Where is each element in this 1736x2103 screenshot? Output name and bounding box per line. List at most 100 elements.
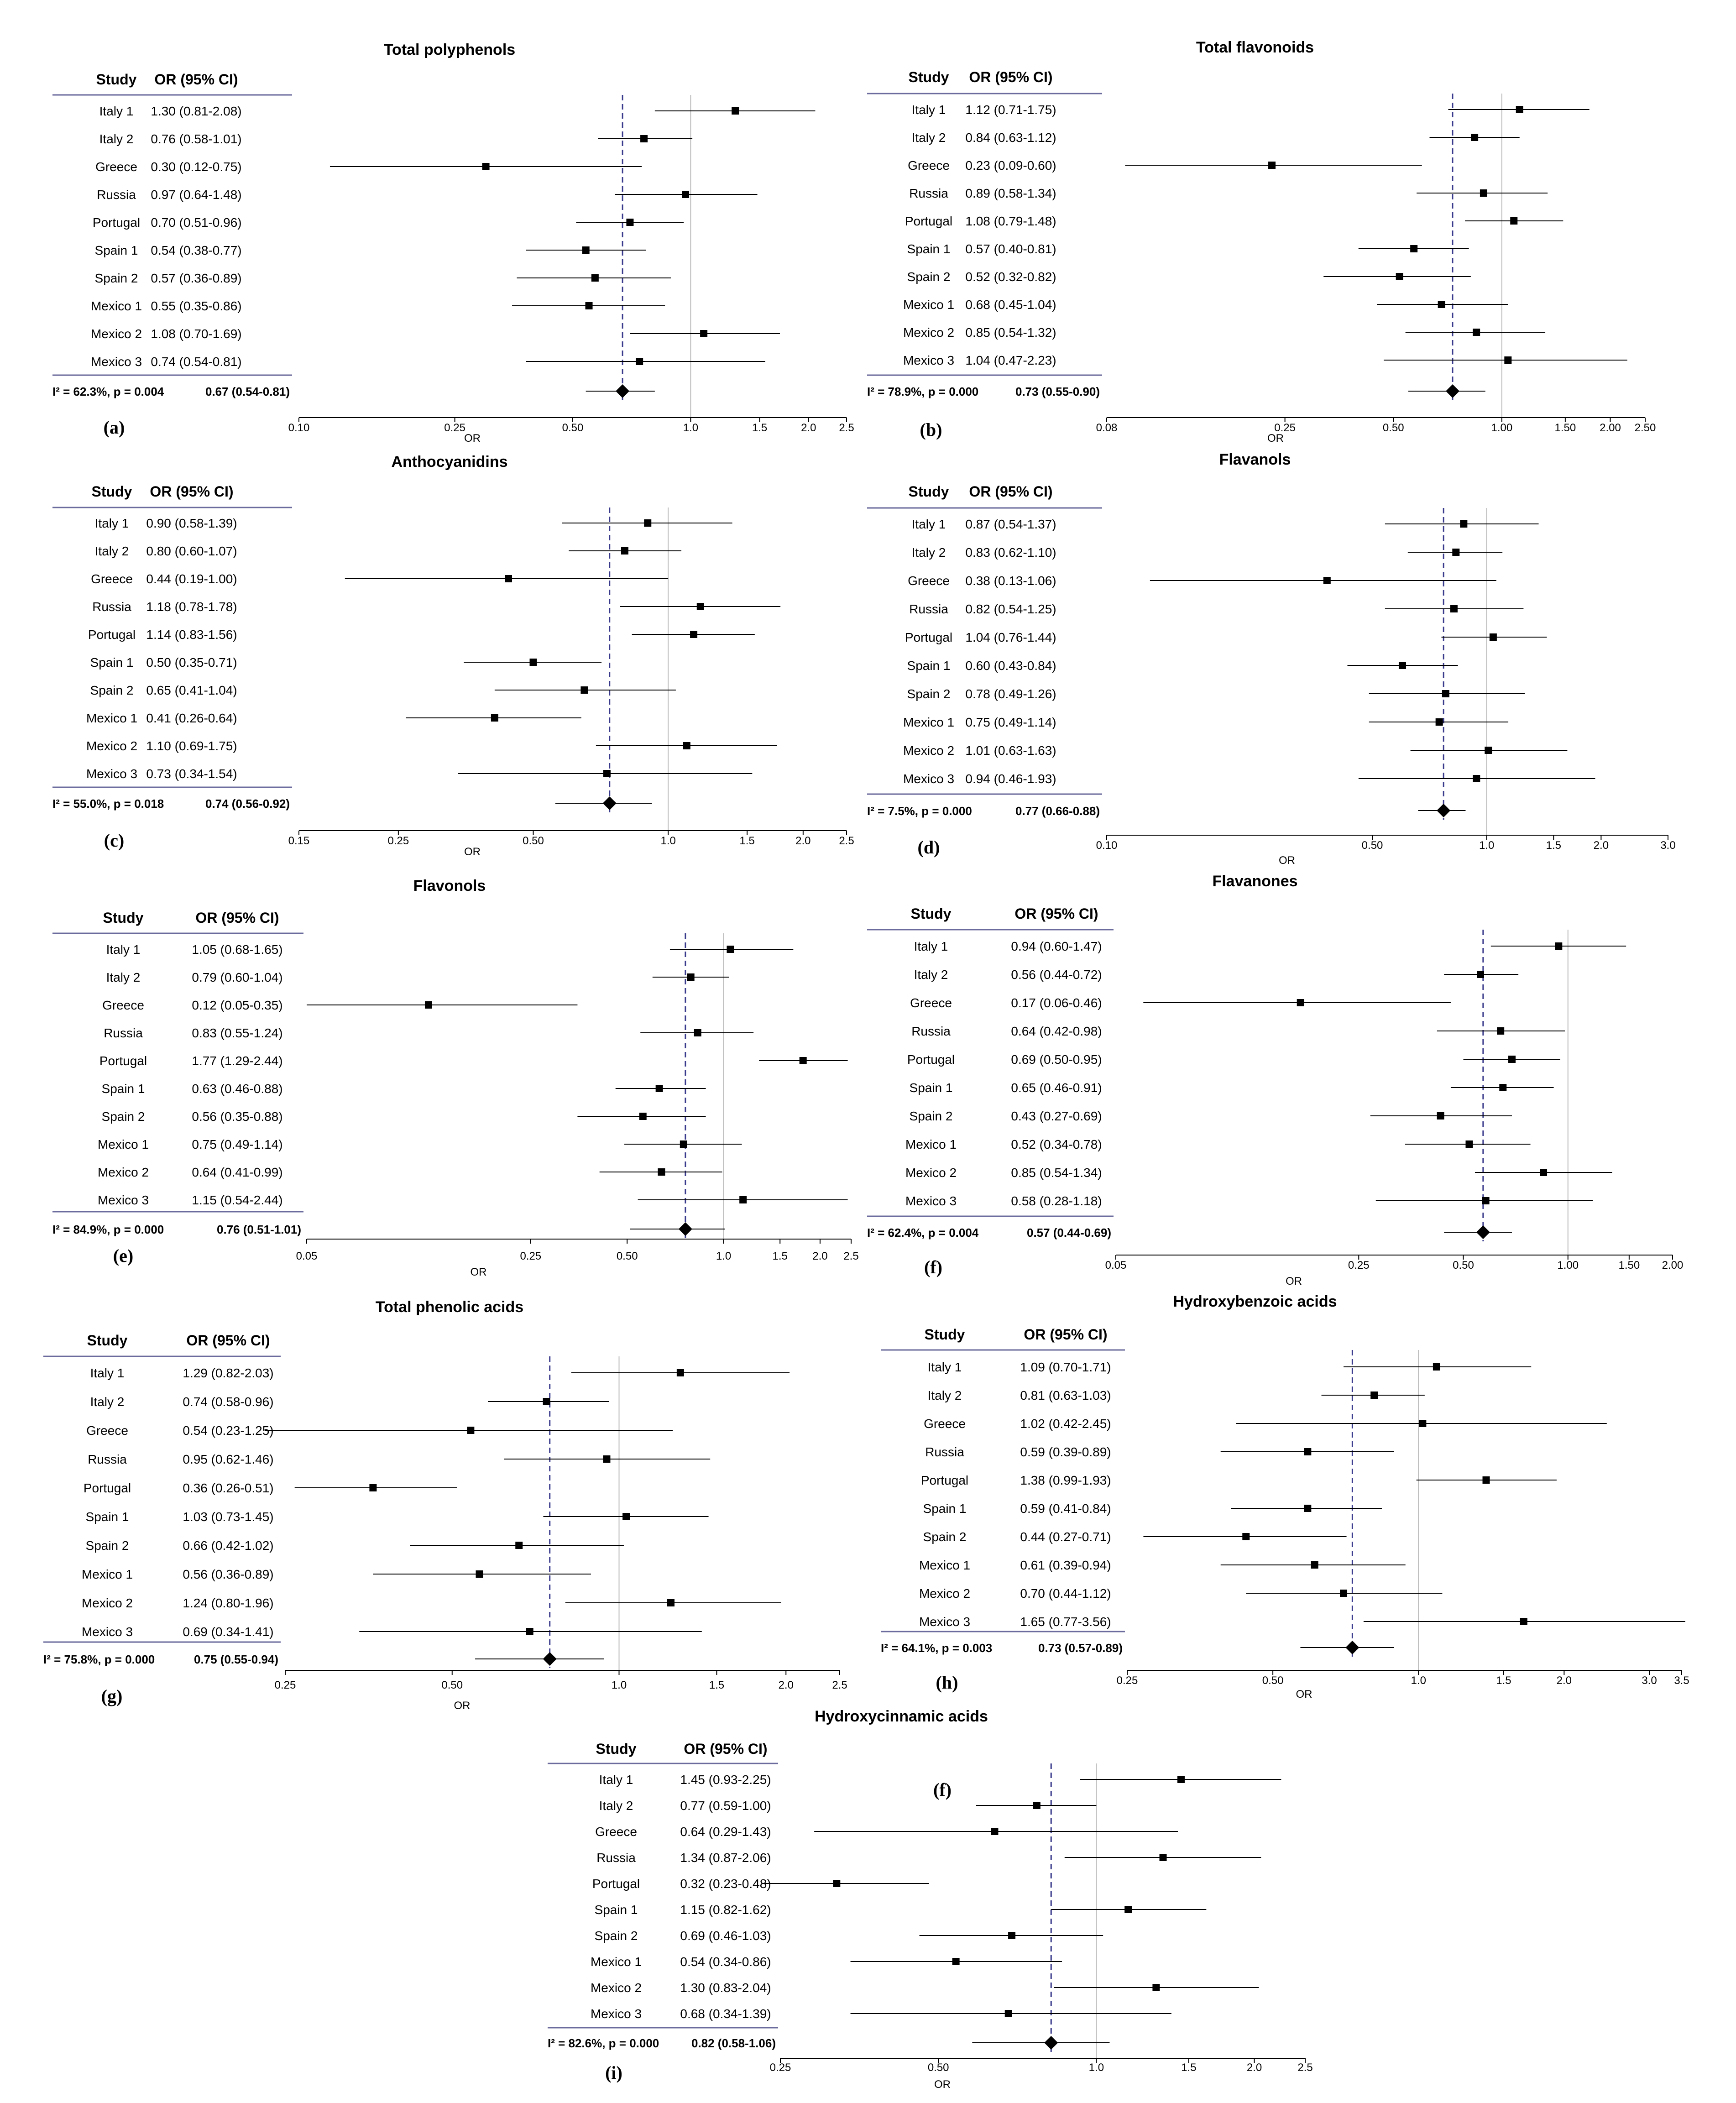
forest-panel-9: Hydroxycinnamic acids Study OR (95% CI) Ita… <box>548 1708 1313 2091</box>
or-ci-value: 0.57 (0.36-0.89) <box>151 271 241 285</box>
point-estimate <box>696 603 704 610</box>
study-name: Mexico 3 <box>591 2007 642 2021</box>
point-estimate <box>639 1113 647 1120</box>
study-name: Russia <box>88 1452 127 1466</box>
x-tick-label: 0.25 <box>1348 1259 1370 1271</box>
or-ci-value: 0.79 (0.60-1.04) <box>192 970 282 984</box>
panel-title: Total phenolic acids <box>376 1298 523 1316</box>
or-ci-value: 1.02 (0.42-2.45) <box>1020 1417 1111 1431</box>
study-name: Greece <box>595 1825 637 1839</box>
point-estimate <box>1438 301 1445 308</box>
study-name: Spain 1 <box>86 1510 129 1524</box>
or-ci-value: 0.68 (0.34-1.39) <box>680 2007 771 2021</box>
x-axis-label: OR <box>1296 1688 1312 1700</box>
or-ci-value: 0.78 (0.49-1.26) <box>965 687 1056 701</box>
point-estimate <box>526 1628 533 1635</box>
point-estimate <box>424 1001 432 1009</box>
or-ci-value: 0.55 (0.35-0.86) <box>151 299 241 313</box>
study-name: Portugal <box>907 1052 955 1067</box>
study-name: Portugal <box>88 628 136 642</box>
point-estimate <box>1508 1056 1516 1063</box>
or-ci-value: 0.64 (0.42-0.98) <box>1011 1024 1102 1038</box>
or-ci-value: 0.50 (0.35-0.71) <box>146 655 237 670</box>
or-ci-value: 1.30 (0.81-2.08) <box>151 104 241 118</box>
header-study: Study <box>96 71 137 88</box>
or-ci-value: 0.83 (0.55-1.24) <box>192 1026 282 1040</box>
or-ci-value: 0.59 (0.41-0.84) <box>1020 1501 1111 1516</box>
header-or-ci: OR (95% CI) <box>1024 1326 1107 1343</box>
study-name: Italy 2 <box>599 1799 633 1813</box>
x-tick-label: 0.50 <box>1453 1259 1474 1271</box>
x-tick-label: 0.05 <box>1105 1259 1127 1271</box>
point-estimate <box>1304 1505 1312 1512</box>
heterogeneity-stat: I² = 64.1%, p = 0.003 <box>881 1641 992 1655</box>
x-tick-label: 2.5 <box>832 1679 847 1691</box>
study-name: Greece <box>908 158 950 173</box>
header-study: Study <box>103 910 144 926</box>
study-name: Mexico 3 <box>903 353 954 367</box>
header-study: Study <box>87 1332 128 1349</box>
or-ci-value: 0.84 (0.63-1.12) <box>965 131 1056 145</box>
heterogeneity-stat: I² = 78.9%, p = 0.000 <box>867 385 978 398</box>
x-tick-label: 2.00 <box>1600 422 1621 434</box>
pooled-or-ci: 0.77 (0.66-0.88) <box>1015 804 1100 818</box>
study-name: Mexico 2 <box>98 1165 149 1179</box>
or-ci-value: 0.69 (0.50-0.95) <box>1011 1052 1102 1067</box>
or-ci-value: 1.18 (0.78-1.78) <box>146 600 237 614</box>
header-or-ci: OR (95% CI) <box>969 69 1052 85</box>
or-ci-value: 0.85 (0.54-1.34) <box>1011 1166 1102 1180</box>
point-estimate <box>1477 971 1484 978</box>
header-or-ci: OR (95% CI) <box>154 71 238 88</box>
x-tick-label: 0.50 <box>1383 422 1404 434</box>
x-tick-label: 1.5 <box>1496 1674 1511 1687</box>
study-name: Russia <box>97 188 136 202</box>
point-estimate <box>1398 662 1406 669</box>
panel-title: Hydroxybenzoic acids <box>1173 1293 1337 1310</box>
point-estimate <box>1465 1140 1473 1148</box>
or-ci-value: 0.70 (0.44-1.12) <box>1020 1586 1111 1601</box>
or-ci-value: 1.10 (0.69-1.75) <box>146 739 237 753</box>
or-ci-value: 1.08 (0.79-1.48) <box>965 214 1056 228</box>
panel-label: (f) <box>924 1257 942 1277</box>
x-tick-label: 1.50 <box>1618 1259 1640 1271</box>
point-estimate <box>732 107 739 115</box>
panel-title: Total flavonoids <box>1196 39 1314 56</box>
point-estimate <box>505 575 512 582</box>
point-estimate <box>1124 1906 1132 1913</box>
x-tick-label: 1.0 <box>1089 2061 1104 2074</box>
study-name: Greece <box>102 998 144 1012</box>
panel-label: (g) <box>101 1686 123 1706</box>
point-estimate <box>1516 106 1523 113</box>
study-name: Italy 1 <box>90 1366 125 1380</box>
point-estimate <box>700 330 708 337</box>
point-estimate <box>1473 329 1480 336</box>
or-ci-value: 0.89 (0.58-1.34) <box>965 186 1056 200</box>
study-name: Portugal <box>592 1877 640 1891</box>
study-name: Italy 1 <box>912 517 946 531</box>
x-axis-label: OR <box>1279 854 1295 867</box>
x-tick-label: 2.5 <box>843 1250 858 1262</box>
or-ci-value: 0.94 (0.60-1.47) <box>1011 939 1102 953</box>
or-ci-value: 0.81 (0.63-1.03) <box>1020 1388 1111 1402</box>
header-study: Study <box>911 905 952 922</box>
forest-panel-2: Total flavonoids Study OR (95% CI) Italy 1 1… <box>867 39 1656 445</box>
x-tick-label: 0.08 <box>1096 422 1118 434</box>
pooled-diamond <box>616 384 630 398</box>
heterogeneity-stat: I² = 7.5%, p = 0.000 <box>867 804 972 818</box>
point-estimate <box>1510 217 1518 225</box>
panel-title: Flavanols <box>1219 451 1291 468</box>
point-estimate <box>1177 1776 1185 1783</box>
or-ci-value: 1.08 (0.70-1.69) <box>151 327 241 341</box>
study-name: Italy 2 <box>912 131 946 145</box>
point-estimate <box>1323 577 1331 584</box>
or-ci-value: 0.83 (0.62-1.10) <box>965 545 1056 560</box>
study-name: Mexico 2 <box>905 1166 957 1180</box>
or-ci-value: 1.24 (0.80-1.96) <box>183 1596 273 1610</box>
or-ci-value: 0.12 (0.05-0.35) <box>192 998 282 1012</box>
point-estimate <box>603 1455 611 1463</box>
header-study: Study <box>925 1326 965 1343</box>
study-name: Italy 1 <box>99 104 134 118</box>
x-tick-label: 0.25 <box>1274 422 1296 434</box>
study-name: Mexico 3 <box>905 1194 957 1208</box>
or-ci-value: 0.76 (0.58-1.01) <box>151 132 241 146</box>
